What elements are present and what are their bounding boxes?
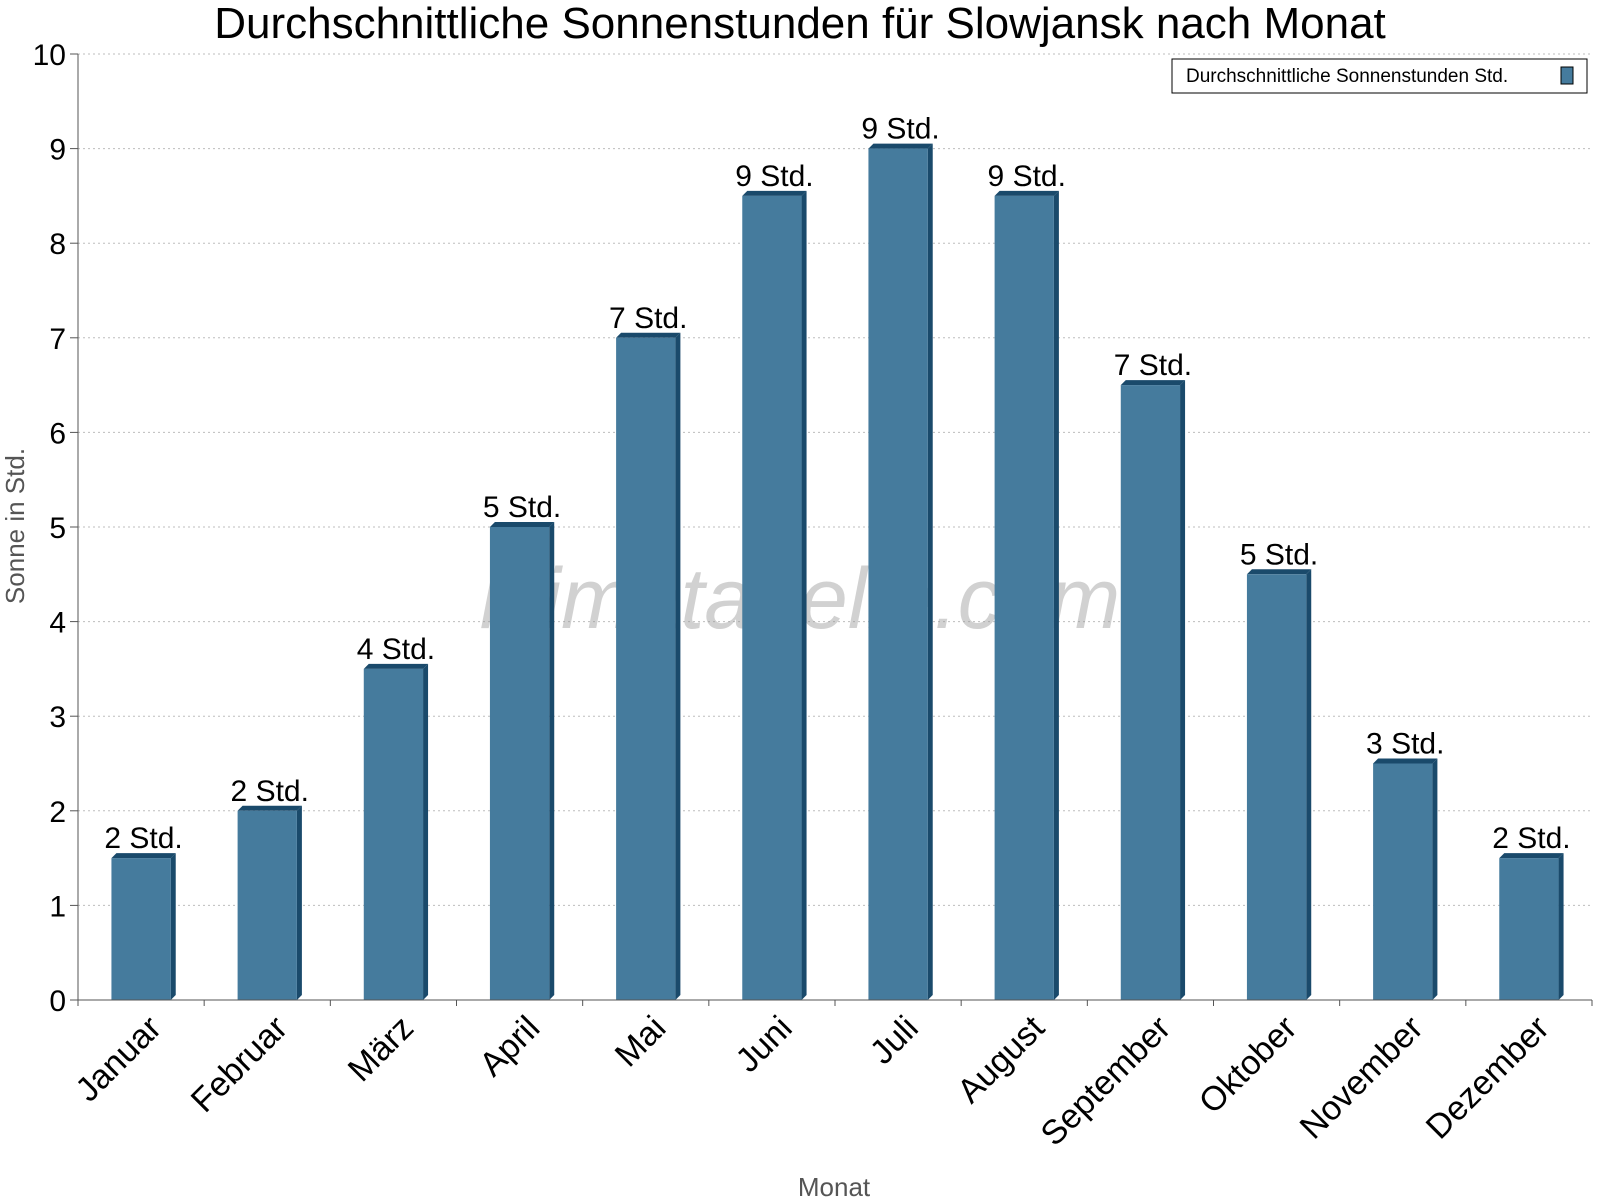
x-tick-label: Januar: [68, 1009, 168, 1109]
data-label: 2 Std.: [1492, 822, 1570, 855]
bar-group: [1246, 569, 1312, 1000]
bar-top: [1246, 569, 1312, 575]
bar-top: [1373, 758, 1438, 764]
x-axis-ticks: Januar Februar März April Mai Juni Juli AugustS…: [68, 1008, 1556, 1153]
bar-side: [1180, 380, 1186, 1001]
data-label: 4 Std.: [357, 633, 435, 666]
bar: [489, 527, 550, 1000]
data-label: 2 Std.: [231, 775, 309, 808]
x-tick-label: August: [950, 1008, 1052, 1110]
bar: [868, 148, 928, 1001]
data-label: 7 Std.: [609, 302, 687, 335]
bar-side: [170, 853, 176, 1000]
bar: [742, 195, 802, 1000]
bar-group: [868, 143, 933, 1001]
bar-group: [616, 332, 681, 1000]
bar: [111, 858, 171, 1000]
bar-group: [994, 190, 1059, 1000]
bar-series: [111, 143, 1564, 1001]
bar: [237, 810, 297, 1000]
gridlines: [78, 53, 1592, 906]
bar-group: [742, 190, 807, 1000]
bar-group: [489, 522, 555, 1000]
bar-top: [237, 805, 302, 811]
y-tick-label: 3: [49, 701, 66, 734]
bar-side: [675, 332, 681, 1000]
bar: [363, 668, 424, 1000]
bar-top: [616, 332, 681, 338]
bar-group: [363, 663, 429, 1000]
legend-series-name: Durchschnittliche Sonnenstunden Std.: [1186, 66, 1508, 87]
x-tick-label: Juli: [863, 1009, 926, 1072]
y-tick-label: 9: [49, 134, 66, 167]
x-tick-label: November: [1293, 1009, 1431, 1147]
x-tick-label: Dezember: [1419, 1009, 1557, 1147]
y-tick-label: 4: [49, 607, 66, 640]
x-tick-label: Mai: [608, 1009, 674, 1075]
x-axis-label: Monat: [798, 1172, 871, 1200]
bar: [1120, 385, 1181, 1001]
legend-swatch: [1560, 66, 1574, 85]
data-label: 9 Std.: [735, 160, 813, 193]
data-label: 9 Std.: [988, 160, 1066, 193]
bar-top: [363, 663, 429, 669]
data-label: 5 Std.: [483, 491, 561, 524]
data-label: 2 Std.: [104, 822, 182, 855]
bar-side: [423, 663, 429, 1000]
y-tick-label: 8: [49, 228, 66, 261]
chart-title: Durchschnittliche Sonnenstunden für Slow…: [214, 0, 1386, 48]
bar-top: [994, 190, 1059, 196]
data-label: 9 Std.: [861, 113, 939, 146]
data-label: 7 Std.: [1114, 349, 1192, 382]
bar: [994, 195, 1054, 1000]
y-tick-label: 2: [49, 796, 66, 829]
data-label: 3 Std.: [1366, 728, 1444, 761]
y-tick-label: 6: [49, 417, 66, 450]
bar-top: [868, 143, 933, 149]
bar: [1246, 574, 1307, 1000]
bar-side: [801, 190, 807, 1000]
x-tick-label: Oktober: [1192, 1009, 1304, 1121]
y-tick-label: 5: [49, 512, 66, 545]
data-labels: 2 Std. 2 Std. 4 Std. 5 Std. 7 Std. 9 Std. 9 St…: [104, 113, 1570, 855]
bar-side: [1053, 190, 1059, 1000]
x-tick-label: September: [1034, 1009, 1178, 1153]
y-tick-label: 0: [49, 985, 66, 1018]
y-axis-label: Sonne in Std.: [0, 448, 30, 604]
x-tick-label: Juni: [729, 1009, 800, 1080]
legend: Durchschnittliche Sonnenstunden Std.: [1171, 58, 1588, 94]
bar-side: [1432, 758, 1438, 1000]
data-label: 5 Std.: [1240, 538, 1318, 571]
y-tick-label: 10: [33, 39, 66, 72]
bar-top: [1499, 853, 1564, 859]
x-tick-label: April: [472, 1009, 547, 1084]
bar-group: [1373, 758, 1438, 1000]
bar: [616, 337, 676, 1000]
bar-side: [1558, 853, 1564, 1000]
x-tick-label: März: [341, 1009, 421, 1089]
bar-side: [549, 522, 555, 1000]
bar-side: [927, 143, 933, 1001]
bar-group: [111, 853, 176, 1000]
bar: [1499, 858, 1559, 1000]
bar-side: [296, 805, 302, 1000]
axes: [77, 54, 1593, 1006]
bar-group: [237, 805, 302, 1000]
y-axis-ticks: 0 1 2 3 4 5 6 7 8 9 10: [33, 39, 78, 1018]
bar-group: [1499, 853, 1564, 1000]
x-tick-label: Februar: [184, 1009, 295, 1120]
bar-top: [742, 190, 807, 196]
y-tick-label: 7: [49, 323, 66, 356]
bar: [1373, 763, 1433, 1000]
bar-side: [1306, 569, 1312, 1000]
bar-top: [111, 853, 176, 859]
bar-top: [1120, 380, 1186, 386]
y-tick-label: 1: [49, 890, 66, 923]
bar-group: [1120, 380, 1186, 1001]
legend-box: [1171, 58, 1588, 94]
bar-top: [489, 522, 555, 527]
